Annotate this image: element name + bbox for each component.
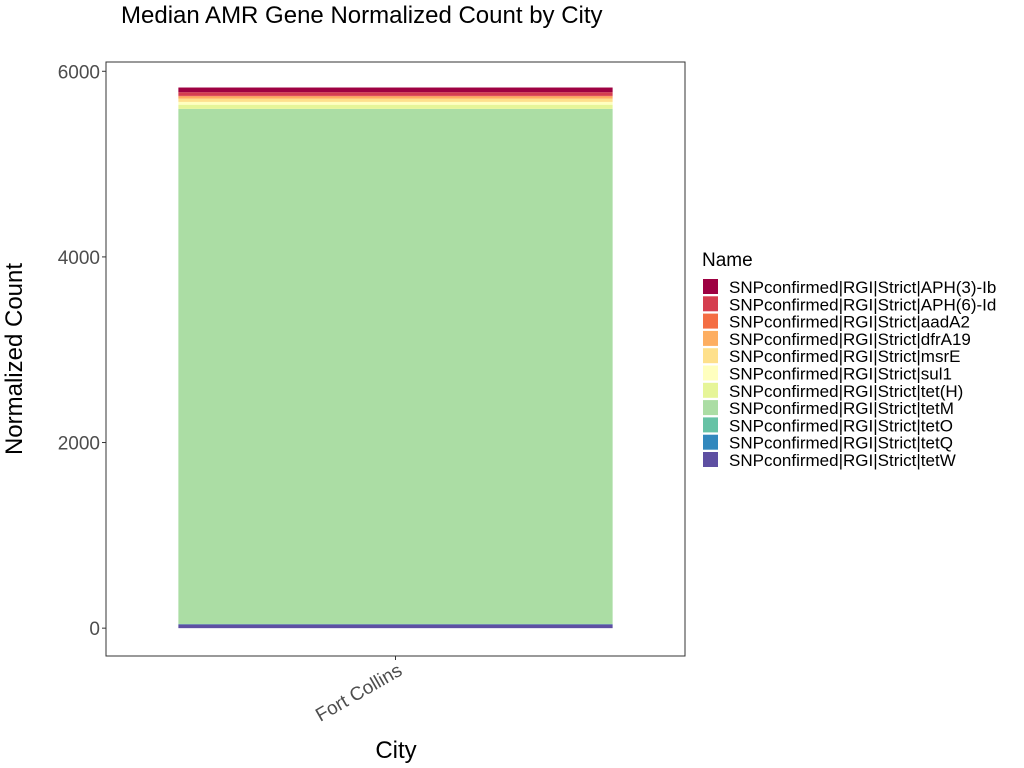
- y-tick-label: 0: [89, 619, 100, 640]
- y-axis: 0 2000 4000 6000: [58, 62, 106, 640]
- y-tick-label: 6000: [58, 62, 100, 83]
- legend-swatch: [703, 348, 718, 364]
- legend-title: Name: [702, 250, 753, 271]
- legend-label: SNPconfirmed|RGI|Strict|tetO: [729, 416, 953, 435]
- legend-label: SNPconfirmed|RGI|Strict|APH(6)-Id: [729, 295, 996, 314]
- legend-label: SNPconfirmed|RGI|Strict|APH(3)-Ib: [729, 278, 996, 297]
- legend-label: SNPconfirmed|RGI|Strict|tetQ: [729, 434, 953, 453]
- bar-segment: [178, 624, 613, 629]
- legend-label: SNPconfirmed|RGI|Strict|tetW: [729, 451, 956, 470]
- legend-label: SNPconfirmed|RGI|Strict|dfrA19: [729, 330, 971, 349]
- x-axis-title: City: [375, 737, 416, 764]
- legend-label: SNPconfirmed|RGI|Strict|msrE: [729, 347, 960, 366]
- legend-swatch: [703, 382, 718, 398]
- y-axis-title: Normalized Count: [1, 263, 28, 455]
- bar-segment: [178, 92, 613, 96]
- bars-group: [178, 87, 613, 629]
- legend-swatch: [703, 434, 718, 450]
- legend-swatch: [703, 330, 718, 346]
- legend-swatch: [703, 400, 718, 416]
- y-tick-label: 4000: [58, 248, 100, 269]
- legend-swatch: [703, 417, 718, 433]
- y-tick-label: 2000: [58, 434, 100, 455]
- legend-swatch: [703, 313, 718, 329]
- x-axis: Fort Collins: [312, 656, 406, 726]
- legend-label: SNPconfirmed|RGI|Strict|tetM: [729, 399, 954, 418]
- bar-segment: [178, 98, 613, 102]
- legend-label: SNPconfirmed|RGI|Strict|sul1: [729, 365, 952, 384]
- x-tick-label: Fort Collins: [312, 660, 406, 726]
- legend-label: SNPconfirmed|RGI|Strict|tet(H): [729, 382, 963, 401]
- legend-swatch: [703, 296, 718, 312]
- bar-segment: [178, 101, 613, 105]
- bar-segment: [178, 87, 613, 93]
- bar-segment: [178, 104, 613, 109]
- legend-swatch: [703, 452, 718, 467]
- chart-title: Median AMR Gene Normalized Count by City: [121, 2, 603, 29]
- legend: Name SNPconfirmed|RGI|Strict|APH(3)-IbSN…: [702, 250, 996, 470]
- legend-swatch: [703, 279, 718, 294]
- bar-segment: [178, 108, 613, 624]
- bar-segment: [178, 96, 613, 99]
- legend-swatch: [703, 365, 718, 381]
- legend-label: SNPconfirmed|RGI|Strict|aadA2: [729, 313, 970, 332]
